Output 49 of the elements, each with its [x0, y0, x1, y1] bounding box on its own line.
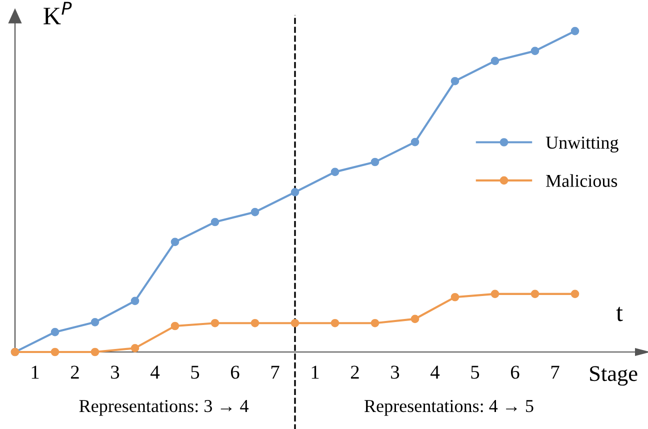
text: 1: [312, 366, 319, 379]
point: [210, 318, 220, 328]
legend-label: Unwitting: [546, 136, 618, 152]
point: [450, 292, 460, 302]
point: [170, 238, 180, 246]
text: 1: [32, 366, 39, 379]
point: [90, 318, 100, 326]
point: [570, 290, 580, 298]
y-axis-title: K$^{P}$: [44, 2, 72, 24]
point: [370, 318, 380, 328]
point: [170, 322, 180, 330]
point: [490, 290, 500, 298]
point: [130, 296, 140, 306]
x-axis-title: Stage: [590, 366, 638, 386]
text: 4: [430, 366, 440, 379]
point: [50, 328, 60, 336]
point: [50, 348, 60, 356]
point: [90, 348, 100, 356]
text: 6: [230, 366, 240, 379]
point: [330, 318, 340, 328]
text: 5: [471, 366, 480, 379]
point: [130, 344, 140, 352]
text: 3: [111, 366, 120, 379]
point: [450, 76, 460, 86]
legend-label: Malicious: [546, 174, 618, 187]
point: [410, 314, 420, 324]
point: [290, 188, 300, 196]
point: [250, 318, 260, 328]
point: [250, 208, 260, 216]
point: [490, 56, 500, 66]
text: 7: [551, 366, 560, 379]
point: [530, 46, 540, 56]
point: [530, 290, 540, 298]
point: [410, 138, 420, 146]
point: [370, 158, 380, 166]
text: 5: [191, 366, 200, 379]
text: 6: [510, 366, 520, 379]
text: 3: [391, 366, 400, 379]
text: 2: [350, 366, 359, 379]
text: 2: [70, 366, 79, 379]
point: [570, 26, 580, 36]
point: [330, 168, 340, 176]
point: [290, 318, 300, 328]
text: 4: [150, 366, 160, 379]
text: Representations: 3 → 4: [79, 400, 249, 416]
point: [210, 218, 220, 226]
text: Representations: 4 → 5: [364, 400, 534, 416]
text: 7: [271, 366, 280, 379]
text: t: [616, 306, 623, 322]
